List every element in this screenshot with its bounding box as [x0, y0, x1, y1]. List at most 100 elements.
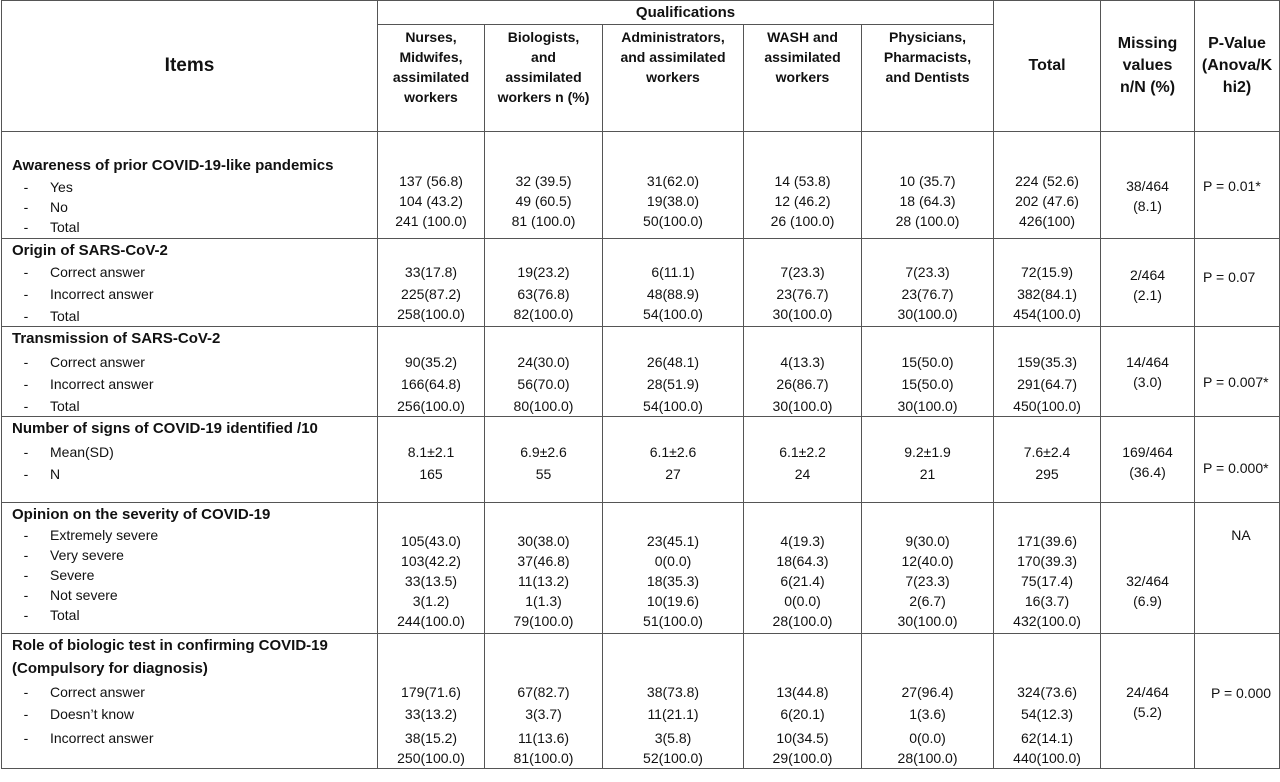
cell-value: 26(48.1): [646, 354, 700, 370]
cell-value: 103(42.2): [401, 553, 461, 569]
cell-value: 10(34.5): [776, 730, 829, 746]
column-header-line: workers: [646, 69, 700, 85]
item-label: Total: [50, 219, 80, 235]
total-cell: 159(35.3) 291(64.7) 450(100.0): [993, 326, 1102, 417]
data-cell: 7(23.3) 23(76.7) 30(100.0): [860, 238, 995, 327]
cell-value: [378, 503, 484, 531]
cell-value: 80(100.0): [513, 398, 574, 414]
cell-value: 7.6±2.4: [1023, 444, 1071, 460]
list-item: -N: [2, 464, 377, 484]
cell-value: [1203, 239, 1279, 267]
cell-value: 23(76.7): [901, 286, 954, 302]
column-header-line: assimilated: [505, 69, 582, 85]
list-item: - Severe: [2, 565, 377, 585]
cell-value: [1203, 634, 1279, 683]
cell-value: NA: [1231, 527, 1251, 543]
cell-value: 54(12.3): [1020, 706, 1074, 722]
cell-value: [603, 634, 743, 682]
cell-value: 1(1.3): [525, 593, 562, 609]
col-header-nurses: Nurses, Midwifes, assimilated workers: [377, 24, 485, 132]
table-row: Awareness of prior COVID-19-like pandemi…: [1, 131, 1280, 239]
cell-value: 15(50.0): [901, 376, 954, 392]
cell-value: 28(51.9): [646, 376, 700, 392]
cell-value: 16(3.7): [1024, 593, 1070, 609]
section-cell: Role of biologic test in confirming COVI…: [1, 633, 378, 769]
cell-value: [862, 327, 993, 352]
item-label: Extremely severe: [50, 527, 159, 543]
data-cell: 38(73.8) 11(21.1) 3(5.8) 52(100.0): [602, 633, 744, 769]
column-header-line: workers n (%): [497, 89, 590, 105]
cell-value: [378, 132, 484, 171]
missing-cell: 24/464 (5.2): [1100, 633, 1196, 769]
cell-value: 14 (53.8): [774, 173, 831, 189]
cell-value: 32 (39.5): [515, 173, 572, 189]
cell-value: 33(13.2): [404, 706, 458, 722]
cell-value: 82(100.0): [513, 306, 574, 322]
cell-value: (6.9): [1133, 593, 1162, 609]
cell-value: (36.4): [1129, 464, 1166, 480]
cell-value: 426(100): [1019, 213, 1076, 229]
cell-value: 12(40.0): [901, 553, 954, 569]
bullet-dash: -: [23, 354, 29, 370]
cell-value: P = 0.07: [1203, 269, 1256, 285]
cell-value: (3.0): [1133, 374, 1162, 390]
column-header-line: Nurses,: [405, 29, 457, 45]
item-label: Yes: [50, 179, 73, 195]
missing-values-header: Missing values n/N (%): [1100, 0, 1196, 132]
cell-value: [485, 132, 602, 171]
cell-value: [1203, 132, 1279, 176]
cell-value: 72(15.9): [1020, 264, 1074, 280]
cell-value: 179(71.6): [401, 684, 461, 700]
cell-value: 49 (60.5): [515, 193, 572, 209]
cell-value: 440(100.0): [1013, 750, 1081, 766]
list-item: - Incorrect answer: [2, 374, 377, 394]
cell-value: [744, 239, 861, 262]
column-header-line: assimilated: [392, 69, 470, 85]
col-header-administrators: Administrators, and assimilated workers: [602, 24, 744, 132]
cell-value: 8.1±2.1: [407, 444, 455, 460]
data-cell: 19(23.2) 63(76.8) 82(100.0): [484, 238, 603, 327]
cell-value: 0(0.0): [909, 730, 946, 746]
cell-value: 19(38.0): [646, 193, 700, 209]
data-cell: 6(11.1) 48(88.9) 54(100.0): [602, 238, 744, 327]
section-cell: Transmission of SARS-CoV-2 - Correct answ…: [1, 326, 378, 417]
cell-value: (8.1): [1133, 198, 1162, 214]
bullet-dash: -: [23, 219, 29, 235]
bullet-dash: -: [23, 444, 29, 460]
cell-value: 67(82.7): [517, 684, 570, 700]
cell-value: 450(100.0): [1013, 398, 1081, 414]
cell-value: 171(39.6): [1017, 533, 1077, 549]
column-header-line: WASH and: [767, 29, 838, 45]
item-label: Correct answer: [50, 264, 145, 280]
cell-value: 38(15.2): [404, 730, 458, 746]
bullet-dash: -: [23, 587, 29, 603]
total-cell: 171(39.6) 170(39.3) 75(17.4) 16(3.7) 432(100…: [993, 502, 1102, 634]
cell-value: (2.1): [1133, 287, 1162, 303]
cell-value: 11(21.1): [647, 706, 699, 722]
cell-value: 3(5.8): [654, 730, 692, 746]
cell-value: 30(100.0): [897, 398, 958, 414]
cell-value: 137 (56.8): [399, 173, 463, 189]
cell-value: [603, 417, 743, 442]
cell-value: 28(100.0): [772, 613, 833, 629]
cell-value: 0(0.0): [784, 593, 821, 609]
cell-value: 105(43.0): [401, 533, 461, 549]
bullet-dash: -: [23, 567, 29, 583]
cell-value: 90(35.2): [404, 354, 458, 370]
data-cell: 9.2±1.9 21: [860, 416, 995, 503]
column-header-line: and: [531, 49, 556, 65]
cell-value: 13(44.8): [776, 684, 829, 700]
list-item: - Incorrect answer: [2, 284, 377, 304]
cell-value: (5.2): [1133, 704, 1162, 720]
p-value-cell: P = 0.01*: [1194, 131, 1280, 239]
cell-value: [603, 239, 743, 262]
cell-value: 81(100.0): [513, 750, 574, 766]
cell-value: [1101, 327, 1194, 352]
cell-value: 18 (64.3): [899, 193, 956, 209]
section-title: Opinion on the severity of COVID-19: [12, 506, 271, 523]
list-item: - Not severe: [2, 585, 377, 605]
cell-value: 26(86.7): [776, 376, 829, 392]
cell-value: 382(84.1): [1017, 286, 1077, 302]
cell-value: [378, 417, 484, 442]
